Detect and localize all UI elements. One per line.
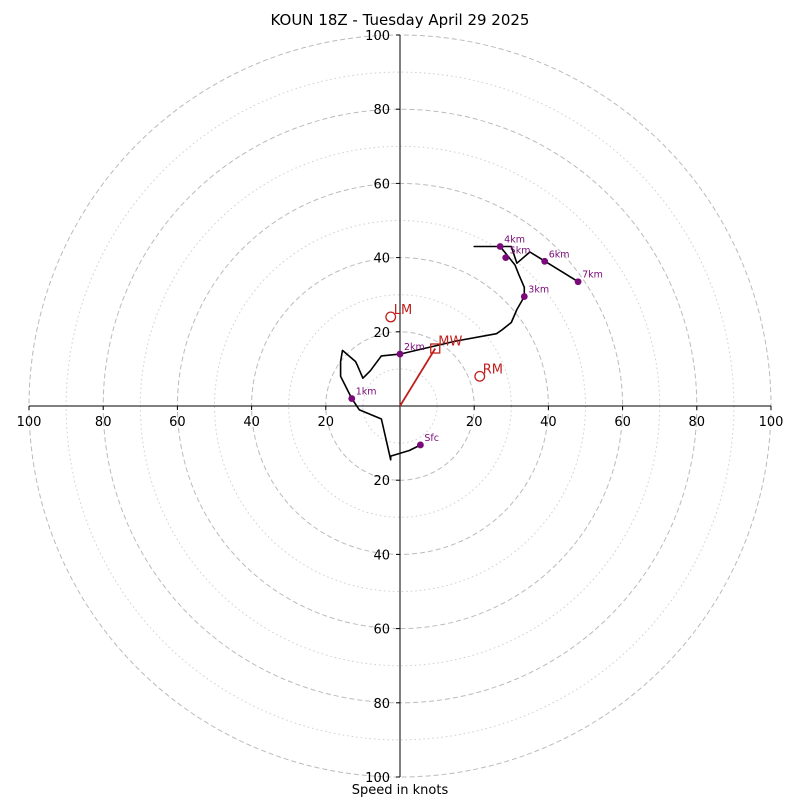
hodograph-line	[339, 245, 579, 461]
x-tick-label-right-40: 40	[540, 415, 557, 430]
height-marker-7km	[574, 278, 582, 286]
x-tick-label-left-100: 100	[17, 415, 42, 430]
height-marker-label-Sfc: Sfc	[424, 433, 439, 444]
y-tick-label-up-40: 40	[373, 252, 390, 267]
y-tick-label-up-20: 20	[373, 326, 390, 341]
x-tick-label-right-20: 20	[466, 415, 483, 430]
storm-label-LM: LM	[394, 303, 412, 318]
x-tick-label-left-20: 20	[318, 415, 335, 430]
x-tick-label-left-60: 60	[169, 415, 186, 430]
y-tick-label-down-80: 80	[373, 697, 390, 712]
height-marker-Sfc	[417, 441, 424, 449]
height-marker-label-7km: 7km	[582, 270, 603, 281]
storm-motion: LM RM MW	[385, 303, 503, 407]
height-marker-label-2km: 2km	[404, 342, 425, 353]
height-marker-2km	[396, 350, 404, 358]
height-marker-label-4km: 4km	[504, 234, 525, 245]
y-tick-label-up-60: 60	[373, 177, 390, 192]
y-tick-label-down-40: 40	[373, 548, 390, 563]
y-tick-label-down-20: 20	[373, 474, 390, 489]
x-axis-label: Speed in knots	[351, 783, 449, 798]
chart-title: KOUN 18Z - Tuesday April 29 2025	[270, 11, 530, 29]
height-marker-label-6km: 6km	[549, 249, 570, 260]
height-marker-5km	[502, 254, 510, 261]
x-tick-label-left-80: 80	[95, 415, 112, 430]
tick-labels: 20 20 20 20 40 40 40 40 60 60 60 60 80 80 80 80 100 100 10…	[17, 29, 784, 786]
storm-marker-LM	[385, 311, 397, 323]
storm-motion-vector	[399, 348, 437, 407]
storm-label-RM: RM	[483, 362, 503, 377]
height-marker-label-1km: 1km	[356, 387, 377, 398]
y-tick-label-down-60: 60	[373, 623, 390, 638]
storm-marker-RM	[474, 370, 486, 382]
height-marker-1km	[348, 395, 356, 402]
y-tick-label-up-100: 100	[365, 29, 390, 44]
y-tick-label-down-100: 100	[365, 771, 390, 786]
x-tick-label-left-40: 40	[243, 415, 260, 430]
hodograph-series	[339, 245, 579, 461]
x-tick-label-right-80: 80	[689, 415, 706, 430]
height-marker-label-3km: 3km	[528, 285, 549, 296]
x-tick-label-right-100: 100	[759, 415, 784, 430]
storm-marker-MW	[430, 343, 441, 354]
height-marker-4km	[496, 243, 504, 250]
height-marker-3km	[520, 293, 528, 300]
x-tick-label-right-60: 60	[614, 415, 631, 430]
height-marker-label-5km: 5km	[510, 246, 531, 257]
storm-label-MW: MW	[438, 334, 462, 349]
y-tick-label-up-80: 80	[373, 103, 390, 118]
height-marker-6km	[541, 257, 549, 265]
